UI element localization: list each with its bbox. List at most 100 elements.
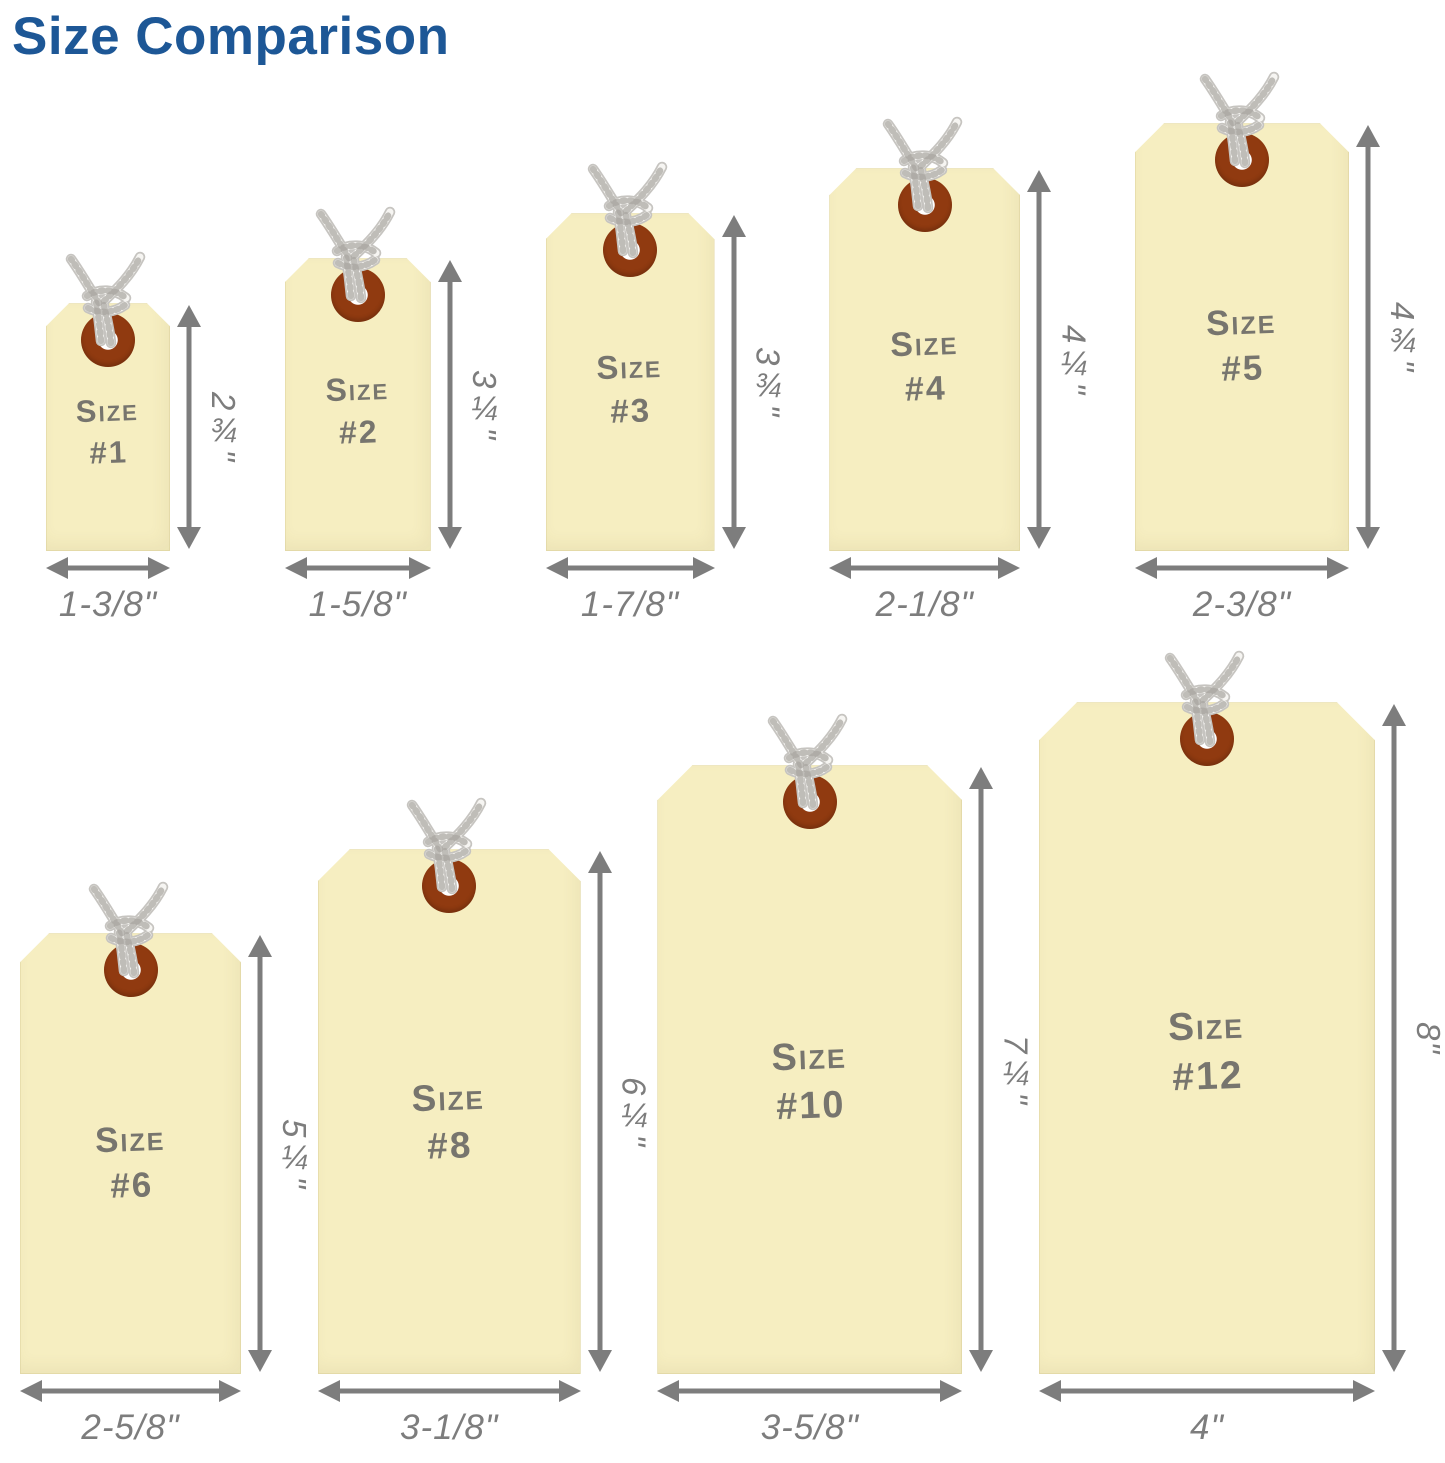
arrow-shaft — [34, 1388, 227, 1394]
arrow-shaft — [843, 565, 1007, 571]
width-label: 2-3/8" — [1192, 585, 1292, 625]
arrow-shaft — [671, 1388, 949, 1394]
height-label: 8" — [1409, 1022, 1445, 1055]
tag-shape — [657, 765, 962, 1374]
width-arrow — [1135, 556, 1349, 580]
tag-size-word: Size — [595, 346, 663, 387]
tag-wrap: Size #6 — [20, 882, 241, 1374]
height-arrow — [1381, 704, 1407, 1372]
tag-wrap: Size #8 — [318, 798, 581, 1374]
size-comparison-diagram: Size Comparison — [0, 7, 1445, 1463]
string-icon — [406, 798, 487, 895]
tag-wrap: Size #12 — [1039, 651, 1375, 1374]
tag-size-word: Size — [324, 369, 390, 408]
tag-size-number: #8 — [426, 1124, 474, 1168]
tag-wrap: Size #10 — [657, 714, 962, 1374]
tag-size-label: Size #10 — [771, 1035, 850, 1130]
tag-size-number: #12 — [1171, 1053, 1245, 1099]
string-icon — [587, 162, 668, 259]
tag-size-number: #5 — [1220, 348, 1265, 389]
tag-size-number: #10 — [775, 1083, 847, 1129]
height-arrow — [176, 305, 202, 549]
arrow-shaft — [1391, 720, 1397, 1357]
height-arrow — [968, 767, 994, 1372]
tag-size-number: #3 — [609, 391, 652, 430]
string-icon — [1164, 651, 1245, 748]
tag-size-word: Size — [1205, 301, 1277, 344]
height-dimension: 4¼" — [1020, 168, 1092, 551]
tag-figure-size-12: Size #12 8" 4" — [1039, 651, 1445, 1448]
tag-shape — [318, 849, 581, 1374]
tag-shape — [1039, 702, 1375, 1374]
tag-figure-size-10: Size #10 7¼" 3-5/8" — [657, 714, 1034, 1448]
tag-size-label: Size #3 — [596, 347, 665, 431]
width-arrow — [46, 556, 170, 580]
arrow-shaft — [331, 1388, 567, 1394]
tag-wrap: Size #3 — [546, 162, 715, 551]
tag-wrap: Size #2 — [285, 207, 431, 551]
tag-size-label: Size #2 — [325, 370, 391, 452]
tag-size-label: Size #1 — [75, 392, 141, 472]
width-arrow — [829, 556, 1020, 580]
width-label: 1-7/8" — [580, 585, 680, 625]
width-label: 2-1/8" — [875, 585, 974, 625]
arrow-shaft — [257, 951, 263, 1357]
tag-figure-size-1: Size #1 2¾" 1-3/8" — [46, 252, 242, 625]
tag-size-label: Size #12 — [1167, 1003, 1246, 1100]
arrow-shaft — [1365, 141, 1371, 534]
arrow-shaft — [597, 867, 603, 1357]
page-title: Size Comparison — [12, 7, 450, 66]
width-arrow — [318, 1379, 581, 1403]
height-dimension: 5¼" — [241, 933, 313, 1374]
arrow-shaft — [559, 565, 701, 571]
height-arrow — [1355, 125, 1381, 549]
width-arrow — [285, 556, 431, 580]
height-dimension: 3¾" — [715, 213, 787, 551]
string-icon — [882, 117, 962, 214]
string-icon — [65, 252, 146, 349]
height-label: 3¾" — [749, 347, 787, 418]
height-arrow — [247, 935, 273, 1372]
height-label: 7¼" — [997, 1034, 1035, 1105]
tag-size-number: #6 — [109, 1164, 154, 1206]
tag-figure-size-4: Size #4 4¼" 2-1/8" — [829, 117, 1092, 625]
height-label: 3¼" — [465, 369, 503, 440]
tag-size-number: #4 — [903, 369, 948, 410]
arrow-shaft — [978, 783, 984, 1357]
height-label: 5¼" — [276, 1118, 313, 1189]
width-arrow — [657, 1379, 962, 1403]
tag-size-word: Size — [93, 1118, 166, 1160]
height-label: 6¼" — [615, 1076, 653, 1147]
tag-size-number: #1 — [88, 434, 129, 471]
arrow-shaft — [298, 565, 417, 571]
height-dimension: 6¼" — [581, 849, 653, 1374]
height-arrow — [437, 260, 463, 549]
tag-figure-size-8: Size #8 6¼" 3-1/8" — [318, 798, 653, 1448]
width-label: 1-3/8" — [58, 585, 158, 625]
string-icon — [1199, 72, 1280, 169]
arrow-shaft — [1052, 1388, 1361, 1394]
height-arrow — [721, 215, 747, 549]
height-dimension: 3¼" — [431, 258, 503, 551]
tag-wrap: Size #4 — [829, 117, 1020, 551]
tag-size-label: Size #8 — [411, 1076, 487, 1168]
width-label: 1-5/8" — [308, 585, 407, 625]
string-icon — [767, 714, 848, 811]
height-arrow — [1026, 170, 1052, 549]
arrow-shaft — [447, 276, 453, 534]
arrow-shaft — [186, 321, 192, 534]
height-label: 2¾" — [205, 392, 242, 463]
height-dimension: 8" — [1375, 702, 1445, 1374]
tag-row-bottom: Size #6 5¼" 2-5/8" — [20, 651, 1445, 1448]
height-dimension: 2¾" — [170, 303, 242, 551]
tag-size-label: Size #4 — [889, 324, 960, 410]
height-label: 4¾" — [1384, 302, 1421, 373]
width-arrow — [1039, 1379, 1375, 1403]
width-arrow — [20, 1379, 241, 1403]
arrow-shaft — [60, 565, 156, 571]
tag-size-word: Size — [770, 1034, 848, 1080]
tag-shape — [1135, 123, 1349, 551]
tag-wrap: Size #1 — [46, 252, 170, 551]
width-label: 3-5/8" — [760, 1408, 859, 1448]
tag-size-word: Size — [411, 1076, 486, 1120]
